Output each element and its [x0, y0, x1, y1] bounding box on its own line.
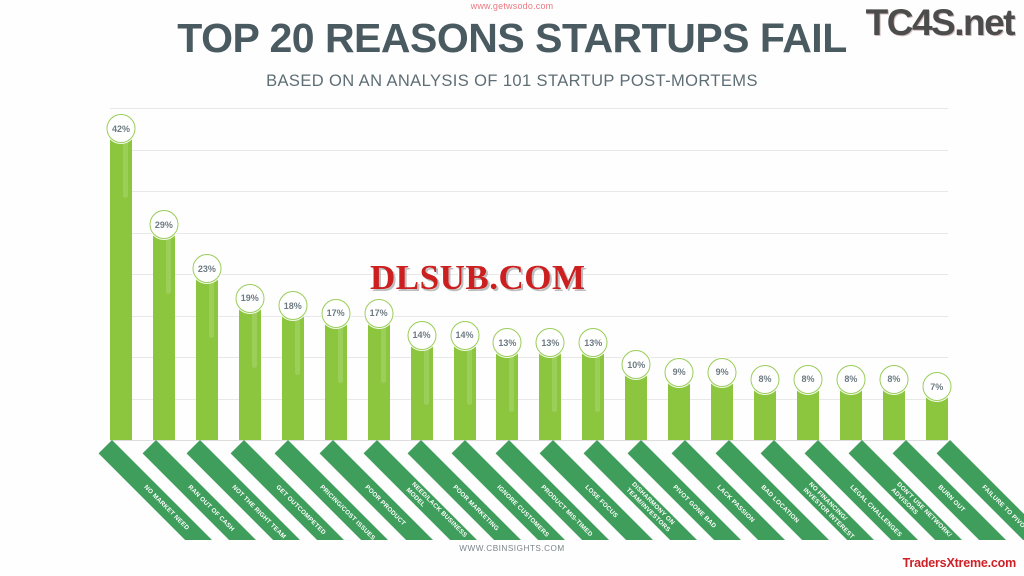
- bar[interactable]: [410, 336, 433, 440]
- bar-slot[interactable]: 8%: [879, 108, 909, 440]
- bar-highlight: [123, 138, 128, 199]
- bar-value-bubble: 42%: [106, 114, 136, 144]
- bar-slot[interactable]: 19%: [235, 108, 265, 440]
- bar-value-bubble: 9%: [707, 357, 737, 387]
- bar-value-bubble: 13%: [578, 328, 608, 358]
- bar-slot[interactable]: 10%: [621, 108, 651, 440]
- bar-highlight: [294, 315, 300, 376]
- bar[interactable]: [453, 336, 476, 440]
- bar[interactable]: [925, 388, 948, 440]
- bar-slot[interactable]: 17%: [321, 108, 351, 440]
- category-ribbon-label: LOSE FOCUS: [583, 483, 620, 520]
- bar-slot[interactable]: 9%: [707, 108, 737, 440]
- category-ribbon-label: LACK PASSION: [716, 483, 757, 524]
- watermark-top-center: www.getwsodo.com: [470, 1, 554, 11]
- bar-highlight: [466, 344, 472, 405]
- bar[interactable]: [152, 226, 175, 440]
- bar-value-bubble: 14%: [450, 320, 479, 350]
- bar-value-bubble: 9%: [664, 357, 694, 387]
- bar[interactable]: [797, 380, 819, 440]
- bar-slot[interactable]: 8%: [793, 108, 823, 440]
- bar-value-bubble: 19%: [235, 283, 265, 313]
- bar[interactable]: [582, 344, 605, 440]
- bar-value-bubble: 17%: [364, 298, 394, 328]
- bar-slot[interactable]: 13%: [492, 108, 522, 440]
- bar-value-bubble: 8%: [836, 364, 866, 394]
- bar-highlight: [165, 234, 171, 295]
- bar-value-bubble: 29%: [149, 210, 179, 240]
- bar-value-bubble: 17%: [321, 298, 351, 328]
- bar-value-bubble: 18%: [278, 291, 308, 321]
- bar[interactable]: [238, 299, 261, 440]
- bar[interactable]: [754, 380, 777, 440]
- bar[interactable]: [281, 307, 304, 440]
- bar-value-bubble: 8%: [879, 364, 909, 394]
- bar-value-bubble: 8%: [793, 364, 823, 394]
- bar-highlight: [595, 352, 601, 413]
- bar-highlight: [423, 344, 429, 405]
- bar[interactable]: [539, 344, 562, 440]
- bar-slot[interactable]: 42%: [106, 108, 136, 440]
- bar[interactable]: [367, 314, 390, 440]
- bar-highlight: [509, 352, 515, 413]
- bar-highlight: [380, 322, 386, 383]
- bar-value-bubble: 8%: [750, 364, 780, 394]
- bar-slot[interactable]: 14%: [450, 108, 479, 440]
- bar[interactable]: [668, 373, 691, 440]
- bar-slot[interactable]: 13%: [535, 108, 565, 440]
- bar-value-bubble: 13%: [535, 328, 565, 358]
- source-attribution: WWW.CBINSIGHTS.COM: [459, 544, 565, 553]
- bar[interactable]: [110, 130, 132, 440]
- page-subtitle: BASED ON AN ANALYSIS OF 101 STARTUP POST…: [266, 71, 758, 90]
- bar[interactable]: [839, 380, 862, 440]
- bar-slot[interactable]: 8%: [836, 108, 866, 440]
- bar-highlight: [337, 322, 343, 383]
- bar-slot[interactable]: 29%: [149, 108, 179, 440]
- bar-highlight: [251, 307, 257, 368]
- bar[interactable]: [496, 344, 519, 440]
- watermark-tradersxtreme: TradersXtreme.com: [902, 556, 1017, 570]
- bar-value-bubble: 13%: [492, 328, 522, 358]
- chart-header: TOP 20 REASONS STARTUPS FAIL BASED ON AN…: [0, 15, 1024, 91]
- watermark-tc4s: TC4S.net: [865, 2, 1016, 43]
- category-ribbon-label: BAD LOCATION: [760, 483, 801, 525]
- bar-slot[interactable]: 18%: [278, 108, 308, 440]
- bar-slot[interactable]: 9%: [664, 108, 694, 440]
- bar[interactable]: [324, 314, 347, 440]
- category-label-ribbons: NO MARKET NEED RAN OUT OF CASH NOT THE RIG…: [0, 440, 1024, 540]
- bar-value-bubble: 7%: [922, 372, 952, 402]
- bar-value-bubble: 10%: [621, 350, 651, 380]
- bar-series: 42% 29% 23% 19% 18% 17% 17% 14% 14% 13% 13% 13% 10% 9…: [106, 108, 952, 440]
- bar[interactable]: [625, 366, 648, 440]
- bar[interactable]: [711, 373, 734, 440]
- bar-slot[interactable]: 14%: [407, 108, 437, 440]
- category-ribbon-label: BURN OUT: [936, 483, 967, 514]
- bar-slot[interactable]: 23%: [192, 108, 222, 440]
- bar-value-bubble: 14%: [407, 320, 437, 350]
- bar-highlight: [552, 352, 558, 413]
- bar[interactable]: [195, 270, 218, 440]
- bar-slot[interactable]: 7%: [922, 108, 952, 440]
- bar-value-bubble: 23%: [192, 254, 222, 284]
- bar[interactable]: [882, 380, 905, 440]
- bar-highlight: [208, 278, 214, 339]
- bar-slot[interactable]: 8%: [750, 108, 780, 440]
- bar-slot[interactable]: 13%: [578, 108, 608, 440]
- bar-slot[interactable]: 17%: [364, 108, 394, 440]
- watermark-dlsub: DLSUB.COM: [369, 257, 586, 299]
- page-title: TOP 20 REASONS STARTUPS FAIL: [177, 15, 847, 61]
